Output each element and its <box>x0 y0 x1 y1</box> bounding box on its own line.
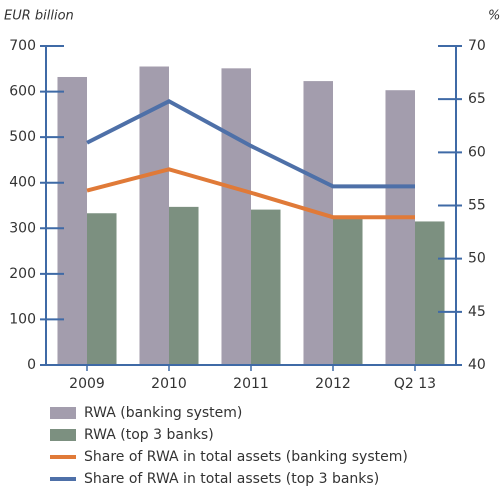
bar <box>169 206 199 365</box>
y2-tick-label: 65 <box>468 91 486 107</box>
bar <box>221 68 251 365</box>
y-tick-label: 200 <box>9 266 36 282</box>
bar <box>139 66 169 365</box>
y2-tick-label: 40 <box>468 357 486 373</box>
y2-tick-label: 55 <box>468 198 486 214</box>
legend-label: RWA (banking system) <box>84 405 242 421</box>
x-tick-label: 2010 <box>151 376 187 392</box>
y-axis-label: EUR billion <box>4 9 74 24</box>
bar <box>303 81 333 365</box>
legend-label: Share of RWA in total assets (top 3 bank… <box>84 471 379 487</box>
bar <box>87 213 117 365</box>
legend-swatch <box>50 407 76 419</box>
y2-tick-label: 45 <box>468 304 486 320</box>
bar <box>415 221 445 365</box>
y2-tick-label: 60 <box>468 144 486 160</box>
bar <box>385 90 415 365</box>
legend-swatch <box>50 429 76 441</box>
y-tick-label: 500 <box>9 129 36 145</box>
y2-tick-label: 70 <box>468 38 486 54</box>
y-tick-label: 300 <box>9 220 36 236</box>
y-tick-label: 400 <box>9 175 36 191</box>
y-tick-label: 600 <box>9 84 36 100</box>
bar <box>251 209 281 365</box>
x-tick-label: Q2 13 <box>394 376 436 392</box>
line <box>86 99 415 189</box>
y-tick-label: 100 <box>9 311 36 327</box>
y2-tick-label: 50 <box>468 251 486 267</box>
y2-axis-label: % <box>488 9 500 24</box>
x-tick-label: 2011 <box>233 376 269 392</box>
legend-label: Share of RWA in total assets (banking sy… <box>84 449 408 465</box>
y-tick-label: 700 <box>9 38 36 54</box>
legend-label: RWA (top 3 banks) <box>84 427 214 443</box>
bar <box>57 76 87 365</box>
line <box>86 167 415 220</box>
x-tick-label: 2009 <box>69 376 105 392</box>
bar <box>333 218 363 365</box>
x-tick-label: 2012 <box>315 376 351 392</box>
y-tick-label: 0 <box>27 357 36 373</box>
